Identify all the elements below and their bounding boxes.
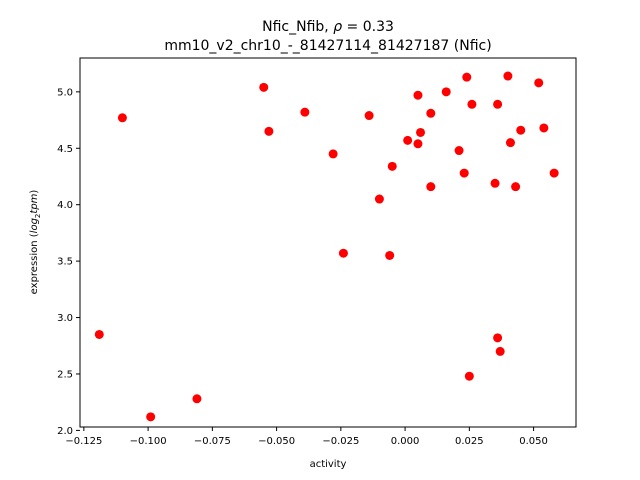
data-point bbox=[416, 127, 426, 137]
data-point bbox=[413, 90, 423, 100]
plot-frame bbox=[79, 57, 577, 428]
y-tick-label: 5.0 bbox=[57, 87, 73, 98]
data-point bbox=[539, 123, 549, 133]
x-tick-label: 0.000 bbox=[391, 436, 420, 447]
data-point bbox=[441, 87, 451, 97]
y-tick-label: 2.5 bbox=[57, 369, 73, 380]
data-point bbox=[192, 394, 202, 404]
x-tick-label: −0.100 bbox=[130, 436, 167, 447]
data-point bbox=[534, 78, 544, 88]
data-point bbox=[146, 412, 156, 422]
data-point bbox=[516, 125, 526, 135]
data-point bbox=[426, 182, 436, 192]
data-point bbox=[387, 161, 397, 171]
data-point bbox=[454, 146, 464, 156]
data-point bbox=[94, 329, 104, 339]
data-point bbox=[493, 99, 503, 109]
data-point bbox=[300, 107, 310, 117]
data-point bbox=[467, 99, 477, 109]
data-point bbox=[117, 113, 127, 123]
data-point bbox=[495, 346, 505, 356]
data-point bbox=[459, 168, 469, 178]
data-point bbox=[490, 178, 500, 188]
data-point bbox=[462, 72, 472, 82]
y-axis-label: expression (log2tpm) bbox=[29, 190, 42, 295]
data-point bbox=[338, 248, 348, 258]
axis-ticks: −0.125 −0.100 −0.075 −0.050 −0.025 0.000 0.025… bbox=[57, 87, 548, 447]
data-point bbox=[505, 138, 515, 148]
data-point bbox=[364, 111, 374, 121]
data-point bbox=[403, 135, 413, 145]
data-point bbox=[503, 71, 513, 81]
chart-title-line1: Nfic_Nfib, ρ = 0.33 bbox=[262, 19, 394, 35]
data-point bbox=[549, 168, 559, 178]
data-point bbox=[511, 182, 521, 192]
data-point bbox=[385, 250, 395, 260]
y-tick-label: 3.5 bbox=[57, 257, 73, 268]
data-point bbox=[259, 82, 269, 92]
y-tick-label: 3.0 bbox=[57, 313, 73, 324]
y-tick-label: 4.0 bbox=[57, 200, 73, 211]
x-tick-label: −0.075 bbox=[194, 436, 231, 447]
data-point bbox=[374, 194, 384, 204]
chart-title-line2: mm10_v2_chr10_-_81427114_81427187 (Nfic) bbox=[164, 38, 491, 54]
data-point bbox=[426, 108, 436, 118]
x-tick-label: −0.025 bbox=[322, 436, 359, 447]
x-tick-label: 0.050 bbox=[519, 436, 548, 447]
data-points bbox=[94, 71, 559, 422]
data-point bbox=[264, 126, 274, 136]
y-tick-label: 2.0 bbox=[57, 426, 73, 437]
x-tick-label: 0.025 bbox=[455, 436, 484, 447]
data-point bbox=[413, 139, 423, 149]
data-point bbox=[328, 149, 338, 159]
x-tick-label: −0.050 bbox=[258, 436, 295, 447]
y-tick-label: 4.5 bbox=[57, 144, 73, 155]
x-tick-label: −0.125 bbox=[65, 436, 102, 447]
x-axis-label: activity bbox=[310, 459, 347, 470]
data-point bbox=[464, 371, 474, 381]
data-point bbox=[493, 333, 503, 343]
